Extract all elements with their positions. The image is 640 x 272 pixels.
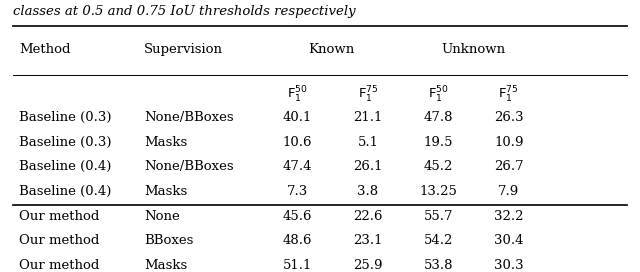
Text: 22.6: 22.6 [353, 209, 383, 222]
Text: 48.6: 48.6 [283, 234, 312, 247]
Text: $\mathrm{F}_1^{75}$: $\mathrm{F}_1^{75}$ [358, 85, 378, 105]
Text: 40.1: 40.1 [283, 111, 312, 124]
Text: $\mathrm{F}_1^{50}$: $\mathrm{F}_1^{50}$ [428, 85, 449, 105]
Text: 7.3: 7.3 [287, 185, 308, 198]
Text: 5.1: 5.1 [358, 136, 378, 149]
Text: 45.6: 45.6 [283, 209, 312, 222]
Text: classes at 0.5 and 0.75 IoU thresholds respectively: classes at 0.5 and 0.75 IoU thresholds r… [13, 5, 355, 18]
Text: Masks: Masks [144, 185, 188, 198]
Text: 19.5: 19.5 [424, 136, 453, 149]
Text: 47.8: 47.8 [424, 111, 453, 124]
Text: Our method: Our method [19, 234, 100, 247]
Text: Method: Method [19, 44, 70, 57]
Text: BBoxes: BBoxes [144, 234, 193, 247]
Text: Masks: Masks [144, 136, 188, 149]
Text: Our method: Our method [19, 259, 100, 272]
Text: None/BBoxes: None/BBoxes [144, 160, 234, 173]
Text: Baseline (0.4): Baseline (0.4) [19, 185, 111, 198]
Text: 51.1: 51.1 [283, 259, 312, 272]
Text: Unknown: Unknown [442, 44, 506, 57]
Text: Masks: Masks [144, 259, 188, 272]
Text: 21.1: 21.1 [353, 111, 383, 124]
Text: Our method: Our method [19, 209, 100, 222]
Text: 13.25: 13.25 [419, 185, 458, 198]
Text: 3.8: 3.8 [357, 185, 379, 198]
Text: 7.9: 7.9 [498, 185, 520, 198]
Text: 26.1: 26.1 [353, 160, 383, 173]
Text: 54.2: 54.2 [424, 234, 453, 247]
Text: None/BBoxes: None/BBoxes [144, 111, 234, 124]
Text: 10.6: 10.6 [283, 136, 312, 149]
Text: 53.8: 53.8 [424, 259, 453, 272]
Text: 47.4: 47.4 [283, 160, 312, 173]
Text: 10.9: 10.9 [494, 136, 524, 149]
Text: 23.1: 23.1 [353, 234, 383, 247]
Text: 30.4: 30.4 [494, 234, 524, 247]
Text: 32.2: 32.2 [494, 209, 524, 222]
Text: Baseline (0.4): Baseline (0.4) [19, 160, 111, 173]
Text: $\mathrm{F}_1^{75}$: $\mathrm{F}_1^{75}$ [499, 85, 519, 105]
Text: 26.3: 26.3 [494, 111, 524, 124]
Text: None: None [144, 209, 180, 222]
Text: 30.3: 30.3 [494, 259, 524, 272]
Text: 26.7: 26.7 [494, 160, 524, 173]
Text: Supervision: Supervision [144, 44, 223, 57]
Text: 45.2: 45.2 [424, 160, 453, 173]
Text: Baseline (0.3): Baseline (0.3) [19, 136, 112, 149]
Text: Baseline (0.3): Baseline (0.3) [19, 111, 112, 124]
Text: Known: Known [308, 44, 355, 57]
Text: $\mathrm{F}_1^{50}$: $\mathrm{F}_1^{50}$ [287, 85, 308, 105]
Text: 25.9: 25.9 [353, 259, 383, 272]
Text: 55.7: 55.7 [424, 209, 453, 222]
